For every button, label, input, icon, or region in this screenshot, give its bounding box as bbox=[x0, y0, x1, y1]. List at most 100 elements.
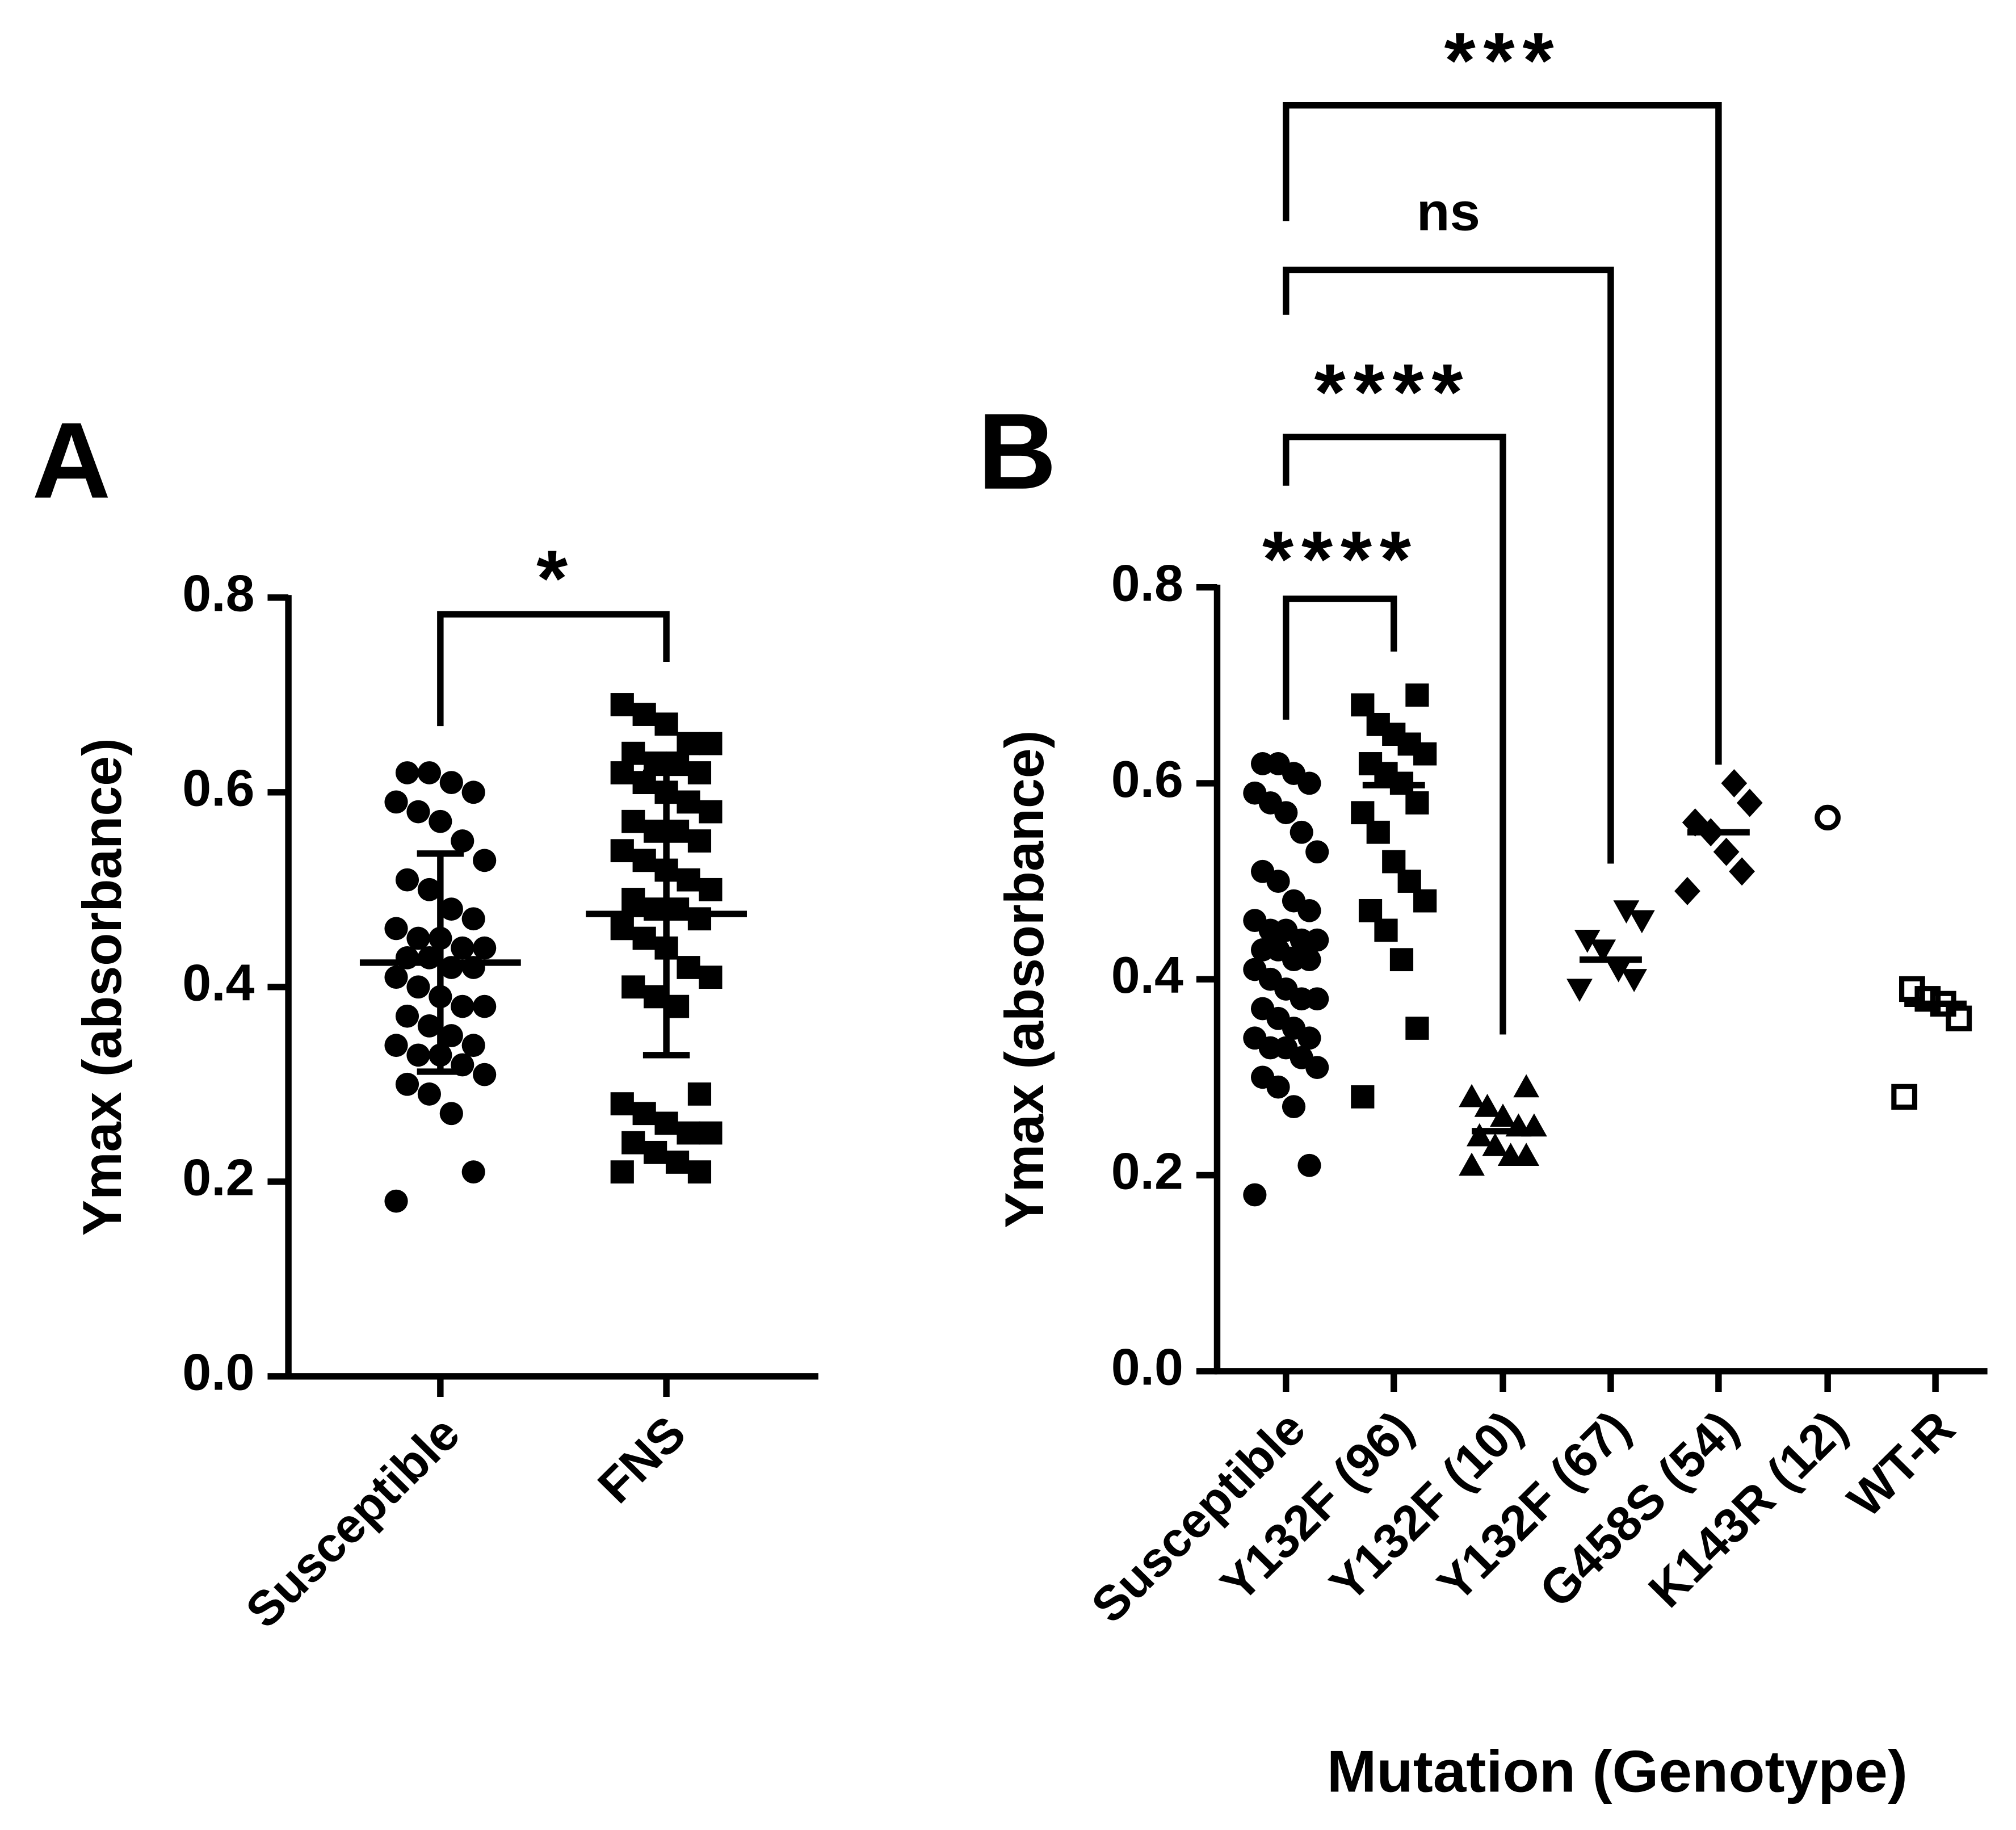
dot bbox=[1891, 1084, 1918, 1110]
dot bbox=[1497, 1143, 1524, 1166]
dot bbox=[1815, 804, 1841, 830]
dot bbox=[406, 800, 430, 824]
y-tick-label: 0.8 bbox=[182, 565, 254, 622]
dot bbox=[1736, 788, 1763, 817]
dot bbox=[384, 790, 408, 814]
dot bbox=[1466, 1123, 1493, 1147]
dot bbox=[417, 761, 441, 784]
dot bbox=[1459, 1152, 1485, 1176]
dot bbox=[1243, 1183, 1267, 1207]
dot bbox=[1243, 1026, 1267, 1050]
dot bbox=[406, 975, 430, 999]
dot bbox=[451, 936, 474, 960]
dot bbox=[1513, 1074, 1540, 1098]
dot bbox=[687, 1082, 712, 1106]
dot bbox=[417, 1082, 441, 1106]
significance-bracket bbox=[1283, 266, 1614, 864]
dot bbox=[1290, 820, 1313, 844]
dot bbox=[1243, 909, 1267, 932]
dot bbox=[1405, 1017, 1429, 1040]
dot bbox=[621, 888, 645, 911]
dot bbox=[621, 975, 645, 999]
dot bbox=[395, 946, 419, 969]
dot bbox=[1358, 899, 1383, 922]
dot bbox=[461, 956, 485, 979]
dot bbox=[699, 800, 723, 824]
dot bbox=[451, 829, 474, 853]
dot bbox=[451, 994, 474, 1018]
significance-bracket bbox=[1283, 102, 1722, 765]
y-tick-label: 0.6 bbox=[1111, 751, 1183, 808]
dot bbox=[687, 1160, 712, 1184]
dot bbox=[1405, 683, 1429, 707]
panel-label: B bbox=[978, 391, 1057, 512]
dot bbox=[1366, 712, 1390, 736]
dot bbox=[621, 741, 645, 765]
dot bbox=[1713, 837, 1740, 866]
dot bbox=[632, 703, 656, 726]
dot bbox=[406, 1043, 430, 1067]
significance-label: **** bbox=[1314, 347, 1471, 436]
y-axis-label: Ymax (absorbance) bbox=[994, 731, 1056, 1228]
dot bbox=[1721, 769, 1748, 798]
dot bbox=[1297, 1153, 1321, 1177]
y-tick-label: 0.0 bbox=[182, 1344, 254, 1401]
dot bbox=[473, 936, 497, 960]
dot bbox=[1351, 693, 1375, 717]
dot bbox=[610, 1092, 634, 1115]
y-axis-label: Ymax (absorbance) bbox=[72, 738, 133, 1236]
x-axis-label: Mutation (Genotype) bbox=[1327, 1739, 1908, 1804]
dot bbox=[1613, 900, 1640, 924]
dot bbox=[417, 1014, 441, 1038]
dot bbox=[1474, 1093, 1501, 1117]
dot bbox=[461, 1160, 485, 1184]
dot bbox=[621, 809, 645, 833]
dot bbox=[654, 1111, 678, 1135]
significance-label: *** bbox=[1444, 16, 1562, 105]
dot bbox=[654, 712, 678, 736]
dot bbox=[1351, 801, 1375, 825]
dot bbox=[439, 897, 463, 921]
y-tick-label: 0.6 bbox=[182, 760, 254, 817]
dot bbox=[417, 878, 441, 901]
dot bbox=[610, 1160, 634, 1184]
y-tick-label: 0.0 bbox=[1111, 1339, 1183, 1396]
dot bbox=[699, 1121, 723, 1145]
x-tick-label: WT-R bbox=[1837, 1401, 1965, 1527]
dot bbox=[1351, 1085, 1375, 1109]
dot bbox=[632, 1102, 656, 1126]
dot bbox=[1250, 1065, 1275, 1089]
dot bbox=[429, 809, 452, 833]
dot bbox=[1389, 948, 1414, 972]
dot bbox=[1282, 1095, 1306, 1119]
y-tick-label: 0.4 bbox=[182, 955, 255, 1011]
dot bbox=[610, 917, 634, 941]
dot bbox=[461, 1034, 485, 1057]
dot bbox=[1250, 752, 1275, 775]
y-tick-label: 0.4 bbox=[1111, 947, 1184, 1004]
dot bbox=[1899, 976, 1925, 1002]
significance-label: * bbox=[536, 534, 576, 623]
dot bbox=[1605, 959, 1632, 983]
dot bbox=[687, 829, 712, 853]
dot bbox=[461, 780, 485, 804]
dot bbox=[1621, 969, 1648, 992]
y-tick-label: 0.2 bbox=[1111, 1143, 1183, 1200]
x-tick-label: Susceptible bbox=[236, 1406, 470, 1638]
dot bbox=[1282, 889, 1306, 913]
dot bbox=[677, 1121, 700, 1145]
dot bbox=[384, 966, 408, 989]
dot bbox=[473, 994, 497, 1018]
dot bbox=[384, 1189, 408, 1213]
dot bbox=[1366, 820, 1390, 844]
dot bbox=[1397, 870, 1421, 893]
dot bbox=[395, 1004, 419, 1028]
dot bbox=[439, 771, 463, 795]
dot bbox=[677, 956, 700, 979]
dot bbox=[473, 1063, 497, 1086]
dot bbox=[1305, 840, 1329, 864]
dot bbox=[632, 926, 656, 950]
dot bbox=[439, 1024, 463, 1047]
dot bbox=[699, 732, 723, 755]
